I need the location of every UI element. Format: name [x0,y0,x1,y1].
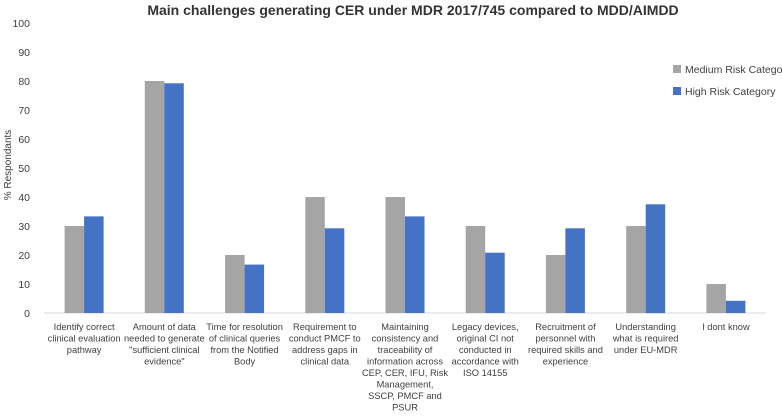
y-tick-label: 0 [24,308,30,320]
x-category-label: Requirement to conduct PMCF to address gap… [289,322,361,367]
x-category-label-line: Requirement to [293,322,357,332]
y-tick-label: 80 [18,76,30,88]
x-category-label-line: consistency and [372,334,439,344]
x-category-label-line: pathway [67,345,102,355]
x-category-label-line: clinical data [300,357,349,367]
x-category-label: Amount of data needed to generate "suffici… [124,322,205,367]
legend-swatch [673,65,681,73]
y-tick-label: 90 [18,47,30,59]
x-category-label-line: Understanding [615,322,675,332]
x-category-label-line: needed to generate [124,334,205,344]
legend-label: Medium Risk Category [685,64,783,76]
x-category-label-line: accordance with [452,357,519,367]
x-category-label-line: CEP, CER, IFU, Risk [362,368,448,378]
bar-medium-risk [225,255,245,313]
x-category-label: Recruitment of personnel with required ski… [528,322,603,367]
legend: Medium Risk Category High Risk Category [673,64,783,98]
x-category-label-line: Identify correct [54,322,115,332]
x-category-label-line: clinical evaluation [48,334,121,344]
bar-medium-risk [144,81,165,313]
legend-swatch [673,87,681,95]
x-category-label-line: Management, [377,380,434,390]
x-category-label-line: Recruitment of [535,322,596,332]
x-category-label-line: "sufficient clinical [129,345,199,355]
x-category-label-line: information across [367,357,443,367]
bar-high-risk [485,252,505,313]
x-category-label-line: required skills and [528,345,603,355]
x-category-label-line: Time for resolution [206,322,283,332]
y-tick-label: 40 [18,192,30,204]
bar-medium-risk [64,226,85,313]
category-labels: Identify correct clinical evaluation pathw… [48,322,750,413]
x-category-label-line: experience [543,357,588,367]
x-category-label-line: original CI not [457,334,515,344]
x-category-label-line: Body [234,357,256,367]
bar-medium-risk [706,284,726,313]
bar-medium-risk [465,226,486,313]
x-category-label-line: from the Notified [210,345,278,355]
bar-high-risk [725,300,746,313]
x-category-label: Time for resolution of clinical queries fr… [206,322,283,367]
y-axis-ticks: 0 10 20 30 40 50 60 70 80 90 100 [12,18,30,320]
x-category-label-line: SSCP, PMCF and [368,391,442,401]
bars [64,81,746,314]
x-category-label-line: Amount of data [133,322,197,332]
x-category-label-line: conducted in [459,345,512,355]
x-category-label-line: personnel with [535,334,595,344]
y-tick-label: 70 [18,105,30,117]
x-category-label-line: evidence" [144,357,185,367]
y-tick-label: 60 [18,134,30,146]
bar-medium-risk [545,255,566,313]
x-category-label-line: of clinical queries [209,334,281,344]
x-category-label-line: PSUR [392,403,418,413]
y-tick-label: 20 [18,250,30,262]
bar-high-risk [405,216,425,313]
y-tick-label: 50 [18,163,30,175]
x-category-label-line: what is required [612,334,679,344]
chart-title: Main challenges generating CER under MDR… [147,2,678,18]
bar-high-risk [645,204,666,314]
x-category-label: Maintaining consistency and traceability o… [362,322,448,413]
x-category-label-line: conduct PMCF to [289,334,361,344]
y-tick-label: 10 [18,279,30,291]
x-category-label-line: Maintaining [381,322,429,332]
x-category-label-line: under EU-MDR [614,345,678,355]
y-axis-label: % Respondants [3,130,14,201]
y-tick-label: 100 [12,18,30,30]
x-category-label-line: traceability of [378,345,433,355]
x-category-label: Understanding what is required under EU-MD… [612,322,679,355]
bar-high-risk [84,216,104,313]
bar-medium-risk [626,226,646,313]
x-category-label-line: address gaps in [292,345,358,355]
bar-high-risk [324,228,345,313]
x-category-label: Identify correct clinical evaluation pathw… [48,322,121,355]
x-category-label-line: ISO 14155 [463,368,507,378]
bar-high-risk [565,228,585,313]
y-tick-label: 30 [18,221,30,233]
x-category-label: Legacy devices, original CI not conducted … [452,322,519,378]
bar-high-risk [244,264,265,313]
bar-high-risk [164,83,184,313]
bar-medium-risk [305,197,325,313]
bar-medium-risk [385,197,405,313]
x-category-label-line: Legacy devices, [452,322,519,332]
legend-label: High Risk Category [685,86,776,98]
x-category-label: I dont know [702,322,750,332]
x-category-label-line: I dont know [702,322,750,332]
